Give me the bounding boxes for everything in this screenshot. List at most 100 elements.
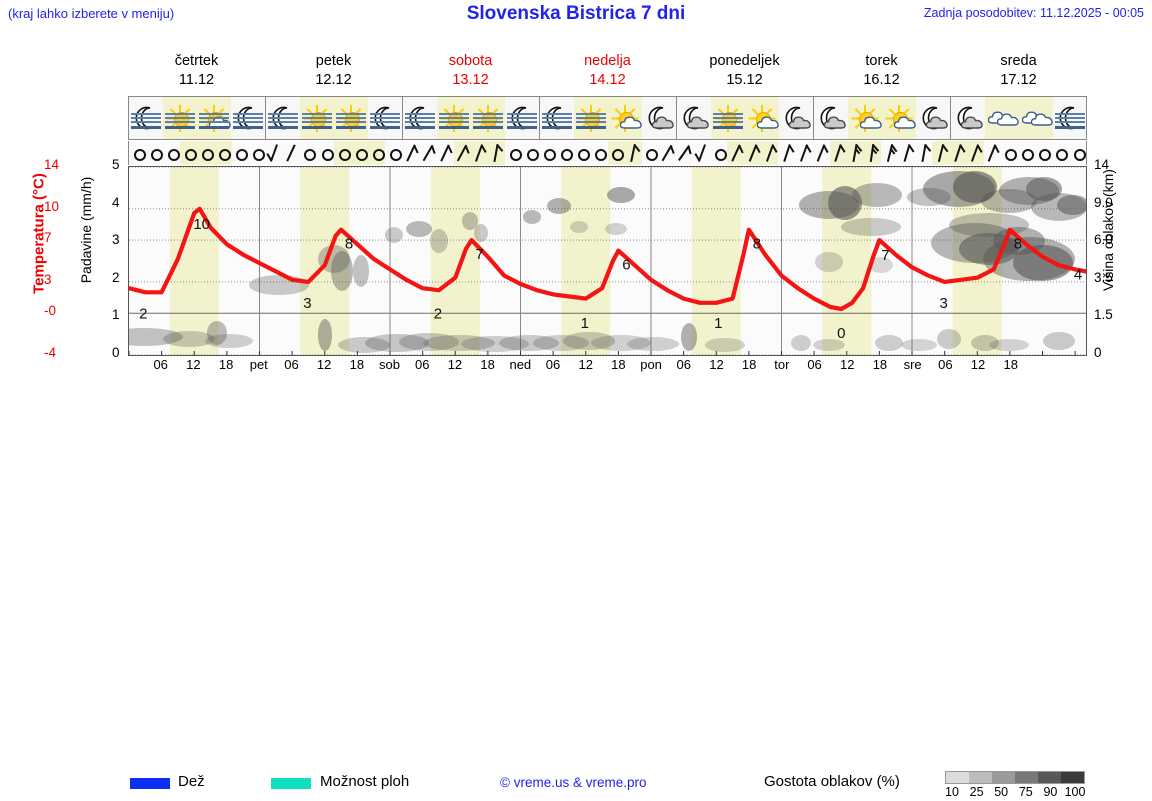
calm-circle-icon xyxy=(389,149,402,161)
calm-circle-icon xyxy=(646,149,659,161)
icon-cell-12 xyxy=(540,97,574,139)
x-label-14: 18 xyxy=(611,357,626,372)
icon-cell-17 xyxy=(711,97,745,139)
calm-circle-icon xyxy=(355,149,368,161)
icon-cell-14 xyxy=(608,97,642,139)
wind-calm-5 xyxy=(214,141,232,165)
calm-circle-icon xyxy=(509,149,522,161)
wind-barb-18 xyxy=(437,141,454,165)
wind-calm-26 xyxy=(573,141,590,165)
calm-circle-icon xyxy=(543,149,556,161)
wind-barb-icon xyxy=(816,144,829,162)
wind-barb-48 xyxy=(949,141,967,165)
wind-barb-panel xyxy=(128,141,1087,165)
forecast-plot: 2 10 3 8 2 7 1 6 1 8 0 7 3 8 4 xyxy=(128,166,1087,356)
copyright-link[interactable]: © vreme.us & vreme.pro xyxy=(500,775,647,790)
x-label-23: sre xyxy=(903,357,922,372)
temp-label-11: 7 xyxy=(881,247,889,264)
calm-circle-icon xyxy=(201,149,214,161)
wind-barb-icon xyxy=(954,144,966,162)
fog-bars-icon xyxy=(199,113,229,129)
fog-bars-icon xyxy=(713,113,743,129)
wind-calm-4 xyxy=(197,141,215,165)
wind-day-3 xyxy=(539,141,676,165)
x-label-4: 06 xyxy=(284,357,299,372)
temp-tick-4: -0 xyxy=(44,303,57,319)
wind-barb-8 xyxy=(266,141,283,165)
calm-circle-icon xyxy=(1056,149,1069,161)
icon-cell-16 xyxy=(677,97,711,139)
wind-calm-2 xyxy=(163,141,180,165)
wind-barb-42 xyxy=(846,141,864,165)
wind-barb-icon xyxy=(783,144,795,162)
precip-tick-5: 0 xyxy=(112,345,120,360)
temp-label-8: 1 xyxy=(714,315,722,332)
day-header-0: četrtek 11.12 xyxy=(128,52,265,92)
wind-calm-30 xyxy=(642,141,659,165)
wind-barb-icon xyxy=(987,144,1000,162)
x-label-18: 18 xyxy=(741,357,757,372)
fog-bars-icon xyxy=(268,113,298,129)
calm-circle-icon xyxy=(526,149,539,161)
precip-tick-0: 5 xyxy=(112,157,120,172)
icon-cell-23 xyxy=(916,97,950,139)
day-date: 14.12 xyxy=(589,72,626,88)
day-header-4: ponedeljek 15.12 xyxy=(676,52,813,92)
icon-cell-8 xyxy=(403,97,437,139)
wind-barb-icon xyxy=(266,144,279,162)
x-label-12: 06 xyxy=(545,357,561,372)
day-header-5: torek 16.12 xyxy=(813,52,950,92)
wind-day-5 xyxy=(813,141,950,165)
cloud-density-ticks: 10 25 50 75 90 100 xyxy=(938,785,1098,801)
ramp-tick-2: 50 xyxy=(994,785,1009,799)
wind-barb-icon xyxy=(286,144,297,162)
icon-cell-4 xyxy=(266,97,300,139)
wind-barb-31 xyxy=(659,141,676,165)
wind-day-1 xyxy=(266,141,403,165)
temp-label-7: 6 xyxy=(622,257,630,274)
wind-calm-28 xyxy=(607,141,625,165)
temp-tick-5: -4 xyxy=(44,345,57,360)
wind-calm-27 xyxy=(590,141,607,165)
icon-cell-19 xyxy=(779,97,813,139)
ramp-tick-3: 75 xyxy=(1018,785,1033,799)
icon-cell-6 xyxy=(334,97,368,139)
plot-canvas: 2 10 3 8 2 7 1 6 1 8 0 7 3 8 4 xyxy=(129,167,1086,355)
calm-circle-icon xyxy=(1039,149,1052,161)
icon-cell-25 xyxy=(985,97,1019,139)
precip-tick-2: 3 xyxy=(112,232,120,248)
x-label-8: 06 xyxy=(415,357,430,372)
wind-barb-icon xyxy=(422,144,436,162)
fog-bars-icon xyxy=(131,113,161,129)
icon-cell-2 xyxy=(197,97,231,139)
wind-barb-46 xyxy=(915,141,932,165)
x-label-3: pet xyxy=(249,357,268,372)
temp-tick-1: 10 xyxy=(44,198,60,214)
weather-icon-panel xyxy=(128,96,1087,140)
icon-cell-3 xyxy=(231,97,265,139)
day-header-6: sreda 17.12 xyxy=(950,52,1087,92)
x-label-19: tor xyxy=(774,357,790,372)
wind-barb-40 xyxy=(813,141,830,165)
day-name: nedelja xyxy=(584,53,631,69)
x-label-13: 12 xyxy=(578,357,593,372)
cloud-icon xyxy=(756,115,779,129)
day-date: 13.12 xyxy=(452,72,489,88)
wind-barb-41 xyxy=(829,141,847,165)
cloud-icon xyxy=(893,115,916,129)
wind-calm-25 xyxy=(556,141,573,165)
x-label-26: 18 xyxy=(1003,357,1018,372)
wind-calm-22 xyxy=(505,141,522,165)
wind-barb-35 xyxy=(727,141,745,165)
showers-swatch xyxy=(271,778,311,789)
calm-circle-icon xyxy=(612,149,625,161)
calm-circle-icon xyxy=(594,149,607,161)
wind-barb-17 xyxy=(420,141,437,165)
wind-calm-15 xyxy=(385,141,402,165)
temp-label-2: 3 xyxy=(303,295,311,312)
x-label-5: 12 xyxy=(316,357,332,372)
rain-label: Dež xyxy=(178,773,205,790)
fog-bars-icon xyxy=(233,113,263,129)
calm-circle-icon xyxy=(1005,149,1018,161)
calm-circle-icon xyxy=(167,149,180,161)
